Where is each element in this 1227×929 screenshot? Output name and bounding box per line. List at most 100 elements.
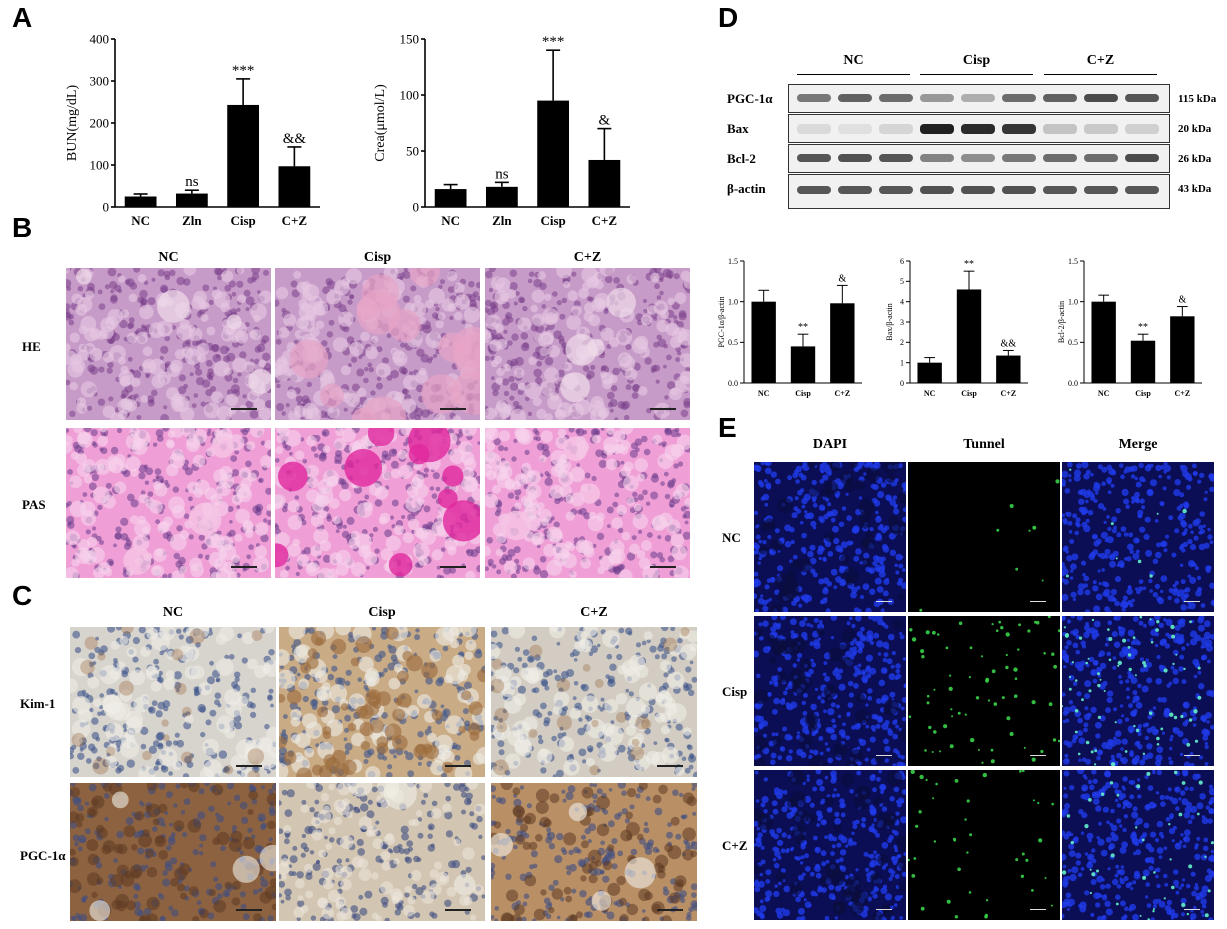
bar xyxy=(917,362,942,383)
blot-group-label: Cisp xyxy=(962,53,991,68)
category-label: Zln xyxy=(492,213,512,228)
blot-row-label: Bax xyxy=(727,121,749,136)
blot-group-line xyxy=(920,74,1033,75)
pgc-chart: 0.0 0.5 1.0 1.5 PGC-1α/β-actin NC ** Cisp & C+Z xyxy=(717,257,862,398)
y-tick-label: 0 xyxy=(900,379,904,388)
blot-band xyxy=(920,94,954,102)
row-header: PGC-1α xyxy=(20,848,66,863)
category-label: Cisp xyxy=(540,213,565,228)
column-header: C+Z xyxy=(580,605,608,620)
bun-chart: 0 100 200 300 400 BUN(mg/dL) NC ns Zln *** Cisp && C… xyxy=(65,32,320,228)
dapi-image xyxy=(754,462,906,612)
bar xyxy=(1170,316,1195,383)
merge-image xyxy=(1062,616,1214,766)
pas-image xyxy=(485,428,690,578)
blot-band xyxy=(1084,154,1118,162)
bar xyxy=(124,196,157,207)
y-tick-label: 150 xyxy=(400,32,420,47)
pgc1a-ihc-image xyxy=(279,783,485,921)
significance-label: ** xyxy=(1138,322,1148,333)
significance-label: *** xyxy=(232,63,255,79)
category-label: C+Z xyxy=(1174,389,1190,398)
he-image xyxy=(275,268,480,420)
bar xyxy=(790,346,816,383)
blot-band xyxy=(1084,124,1118,134)
blot-kda-label: 43 kDa xyxy=(1178,183,1212,195)
column-header: Cisp xyxy=(368,605,396,620)
blot-band xyxy=(1002,124,1036,134)
y-tick-label: 100 xyxy=(400,88,420,103)
blot-band xyxy=(879,124,913,134)
y-tick-label: 1.0 xyxy=(728,297,738,306)
y-tick-label: 1.5 xyxy=(728,257,738,266)
kim1-image xyxy=(491,627,697,777)
significance-label: && xyxy=(283,131,307,147)
blot-band xyxy=(1002,186,1036,194)
significance-label: ns xyxy=(495,166,509,182)
blot-band xyxy=(838,94,872,102)
row-header: NC xyxy=(722,530,741,545)
blot-band xyxy=(797,154,831,162)
blot-band xyxy=(920,186,954,194)
category-label: Cisp xyxy=(1135,389,1151,398)
y-tick-label: 5 xyxy=(900,277,904,286)
category-label: NC xyxy=(758,389,770,398)
column-header: DAPI xyxy=(812,437,848,452)
blot-row-label: PGC-1α xyxy=(727,91,773,106)
scale-bar xyxy=(876,601,892,602)
kim1-image xyxy=(279,627,485,777)
blot-group-line xyxy=(797,74,910,75)
blot-band xyxy=(961,94,995,102)
scale-bar xyxy=(650,408,676,410)
category-label: Zln xyxy=(182,213,202,228)
blot-kda-label: 20 kDa xyxy=(1178,123,1212,135)
merge-image xyxy=(1062,462,1214,612)
significance-label: && xyxy=(1001,338,1017,349)
he-image xyxy=(66,268,271,420)
y-tick-label: 0.0 xyxy=(1068,379,1078,388)
y-axis-label: BUN(mg/dL) xyxy=(65,85,80,162)
blot-strip xyxy=(788,174,1170,209)
category-label: C+Z xyxy=(834,389,850,398)
significance-label: ns xyxy=(185,174,199,190)
blot-strip xyxy=(788,114,1170,143)
column-header: NC xyxy=(162,605,184,620)
bar xyxy=(227,104,260,207)
tunel-image xyxy=(908,770,1060,920)
blot-band xyxy=(879,186,913,194)
y-tick-label: 0 xyxy=(413,200,420,215)
pgc1a-ihc-image xyxy=(491,783,697,921)
blot-band xyxy=(838,186,872,194)
category-label: Cisp xyxy=(795,389,811,398)
kim1-image xyxy=(70,627,276,777)
blot-kda-label: 26 kDa xyxy=(1178,153,1212,165)
dapi-image xyxy=(754,770,906,920)
row-header: HE xyxy=(22,339,41,354)
category-label: Cisp xyxy=(961,389,977,398)
scale-bar xyxy=(876,755,892,756)
y-tick-label: 200 xyxy=(90,116,110,131)
he-image xyxy=(485,268,690,420)
scale-bar xyxy=(440,566,466,568)
row-header: PAS xyxy=(22,497,46,512)
column-header: Tunnel xyxy=(963,437,1005,452)
row-header: Kim-1 xyxy=(20,696,56,711)
significance-label: ** xyxy=(964,259,974,270)
bar xyxy=(751,301,776,383)
y-axis-label: PGC-1α/β-actin xyxy=(717,297,726,348)
y-tick-label: 3 xyxy=(900,318,904,327)
scale-bar xyxy=(1184,909,1200,910)
significance-label: & xyxy=(599,113,611,129)
blot-strip xyxy=(788,84,1170,113)
category-label: C+Z xyxy=(1000,389,1016,398)
blot-strip xyxy=(788,144,1170,173)
y-tick-label: 6 xyxy=(900,257,904,266)
significance-label: & xyxy=(838,273,846,284)
bar xyxy=(278,166,311,207)
blot-band xyxy=(961,186,995,194)
pas-image xyxy=(275,428,480,578)
blot-band xyxy=(838,154,872,162)
scale-bar xyxy=(1030,909,1046,910)
scale-bar xyxy=(1030,755,1046,756)
significance-label: *** xyxy=(542,34,565,50)
